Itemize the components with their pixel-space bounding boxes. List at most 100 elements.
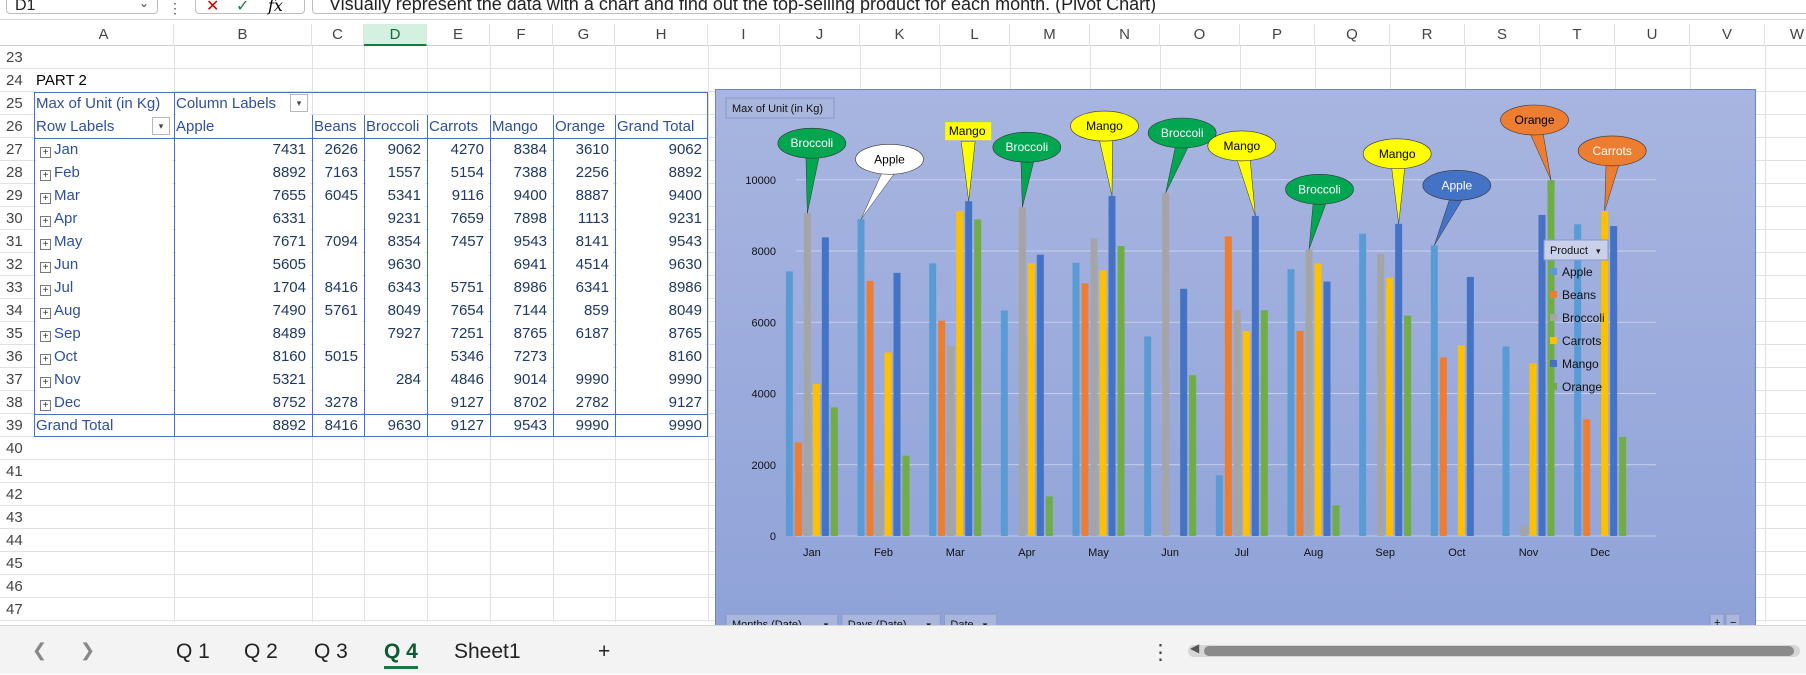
sheet-tab-q4[interactable]: Q 4 [384, 640, 418, 669]
pivot-row-sep[interactable]: + Sep [36, 322, 172, 345]
pivot-value-cell[interactable]: 5761 [314, 299, 362, 322]
expand-icon[interactable]: + [40, 331, 51, 342]
pivot-grand-total-label[interactable]: Grand Total [36, 414, 172, 437]
confirm-icon[interactable]: ✓ [236, 0, 250, 15]
expand-icon[interactable]: + [40, 193, 51, 204]
more-options-icon[interactable]: ⋮ [168, 0, 182, 16]
pivot-value-cell[interactable]: 9231 [617, 207, 706, 230]
bar-orange-apr[interactable] [1045, 496, 1053, 536]
bar-orange-dec[interactable] [1619, 436, 1627, 536]
column-header-D[interactable]: D [364, 24, 427, 46]
chevron-down-icon[interactable]: ⌄ [138, 0, 149, 10]
column-header-P[interactable]: P [1240, 24, 1315, 46]
bar-broccoli-aug[interactable] [1305, 249, 1313, 536]
pivot-value-cell[interactable]: 5751 [429, 276, 488, 299]
pivot-value-cell[interactable]: 3278 [314, 391, 362, 414]
pivot-value-cell[interactable]: 6331 [176, 207, 310, 230]
row-header-42[interactable]: 42 [0, 483, 34, 506]
pivot-grand-total-cell[interactable]: 9543 [492, 414, 551, 437]
bar-orange-aug[interactable] [1332, 505, 1340, 536]
pivot-row-jun[interactable]: + Jun [36, 253, 172, 276]
pivot-value-cell[interactable]: 2782 [555, 391, 613, 414]
pivot-value-cell[interactable]: 7144 [492, 299, 551, 322]
pivot-column-header[interactable]: Beans [314, 115, 362, 138]
bar-carrots-oct[interactable] [1457, 345, 1465, 536]
pivot-row-mar[interactable]: + Mar [36, 184, 172, 207]
bar-mango-sep[interactable] [1395, 223, 1403, 536]
column-header-N[interactable]: N [1090, 24, 1160, 46]
row-header-47[interactable]: 47 [0, 598, 34, 621]
pivot-grand-total-cell[interactable]: 9990 [617, 414, 706, 437]
legend-label[interactable]: Beans [1562, 288, 1596, 302]
name-box[interactable]: D1 ⌄ [6, 0, 158, 14]
bar-beans-dec[interactable] [1583, 419, 1591, 536]
row-header-27[interactable]: 27 [0, 138, 34, 161]
bar-mango-may[interactable] [1108, 196, 1116, 536]
pivot-value-cell[interactable]: 1557 [366, 161, 425, 184]
expand-icon[interactable]: + [40, 377, 51, 388]
bar-beans-may[interactable] [1081, 283, 1089, 536]
legend-label[interactable]: Broccoli [1562, 311, 1605, 325]
pivot-value-cell[interactable]: 7671 [176, 230, 310, 253]
scroll-left-icon[interactable]: ❮ [32, 640, 48, 660]
pivot-value-cell[interactable] [314, 368, 362, 391]
pivot-value-cell[interactable]: 7927 [366, 322, 425, 345]
column-header-R[interactable]: R [1390, 24, 1465, 46]
pivot-value-cell[interactable]: 5154 [429, 161, 488, 184]
pivot-row-oct[interactable]: + Oct [36, 345, 172, 368]
bar-apple-sep[interactable] [1359, 233, 1367, 537]
pivot-value-cell[interactable]: 9630 [366, 253, 425, 276]
pivot-value-cell[interactable]: 9127 [617, 391, 706, 414]
pivot-value-cell[interactable]: 8489 [176, 322, 310, 345]
bar-beans-mar[interactable] [938, 320, 946, 536]
pivot-value-cell[interactable]: 9062 [617, 138, 706, 161]
pivot-chart[interactable]: Max of Unit (in Kg) 0 2000 4000 6000 8000 1000… [715, 89, 1756, 634]
pivot-value-cell[interactable]: 6343 [366, 276, 425, 299]
bar-apple-jan[interactable] [785, 271, 793, 536]
expand-icon[interactable]: + [40, 216, 51, 227]
bar-apple-jun[interactable] [1144, 336, 1152, 536]
bar-carrots-nov[interactable] [1529, 363, 1537, 536]
row-header-25[interactable]: 25 [0, 92, 34, 115]
pivot-column-header[interactable]: Apple [176, 115, 310, 138]
pivot-value-cell[interactable]: 6045 [314, 184, 362, 207]
column-header-F[interactable]: F [490, 24, 553, 46]
pivot-value-cell[interactable]: 9400 [617, 184, 706, 207]
column-header-L[interactable]: L [940, 24, 1010, 46]
callout-shape[interactable] [1577, 135, 1647, 167]
row-header-41[interactable]: 41 [0, 460, 34, 483]
pivot-value-cell[interactable]: 8986 [617, 276, 706, 299]
bar-mango-mar[interactable] [965, 201, 973, 536]
chevron-down-icon[interactable]: ▾ [1596, 246, 1601, 256]
callout-shape[interactable] [777, 127, 847, 159]
bar-beans-oct[interactable] [1439, 357, 1447, 536]
pivot-value-cell[interactable]: 6341 [555, 276, 613, 299]
pivot-value-cell[interactable]: 8702 [492, 391, 551, 414]
fx-icon[interactable]: fx [268, 0, 283, 15]
row-header-30[interactable]: 30 [0, 207, 34, 230]
pivot-value-cell[interactable] [314, 322, 362, 345]
callout-shape[interactable] [1285, 174, 1354, 205]
bar-orange-feb[interactable] [902, 455, 910, 536]
expand-icon[interactable]: + [40, 285, 51, 296]
bar-mango-aug[interactable] [1323, 281, 1331, 536]
row-header-34[interactable]: 34 [0, 299, 34, 322]
pivot-value-cell[interactable]: 9116 [429, 184, 488, 207]
row-header-31[interactable]: 31 [0, 230, 34, 253]
pivot-value-cell[interactable]: 8049 [617, 299, 706, 322]
pivot-row-jul[interactable]: + Jul [36, 276, 172, 299]
pivot-value-cell[interactable]: 9014 [492, 368, 551, 391]
bar-apple-aug[interactable] [1287, 269, 1295, 536]
pivot-value-cell[interactable]: 7898 [492, 207, 551, 230]
pivot-value-cell[interactable] [366, 345, 425, 368]
pivot-grand-total-cell[interactable]: 9630 [366, 414, 425, 437]
add-sheet-button[interactable]: + [598, 640, 611, 663]
pivot-value-cell[interactable]: 5341 [366, 184, 425, 207]
pivot-value-cell[interactable]: 8752 [176, 391, 310, 414]
pivot-value-cell[interactable]: 7094 [314, 230, 362, 253]
legend-label[interactable]: Carrots [1562, 334, 1601, 348]
bar-broccoli-feb[interactable] [875, 480, 883, 536]
pivot-row-feb[interactable]: + Feb [36, 161, 172, 184]
bar-orange-mar[interactable] [974, 219, 982, 536]
pivot-column-header[interactable]: Carrots [429, 115, 488, 138]
